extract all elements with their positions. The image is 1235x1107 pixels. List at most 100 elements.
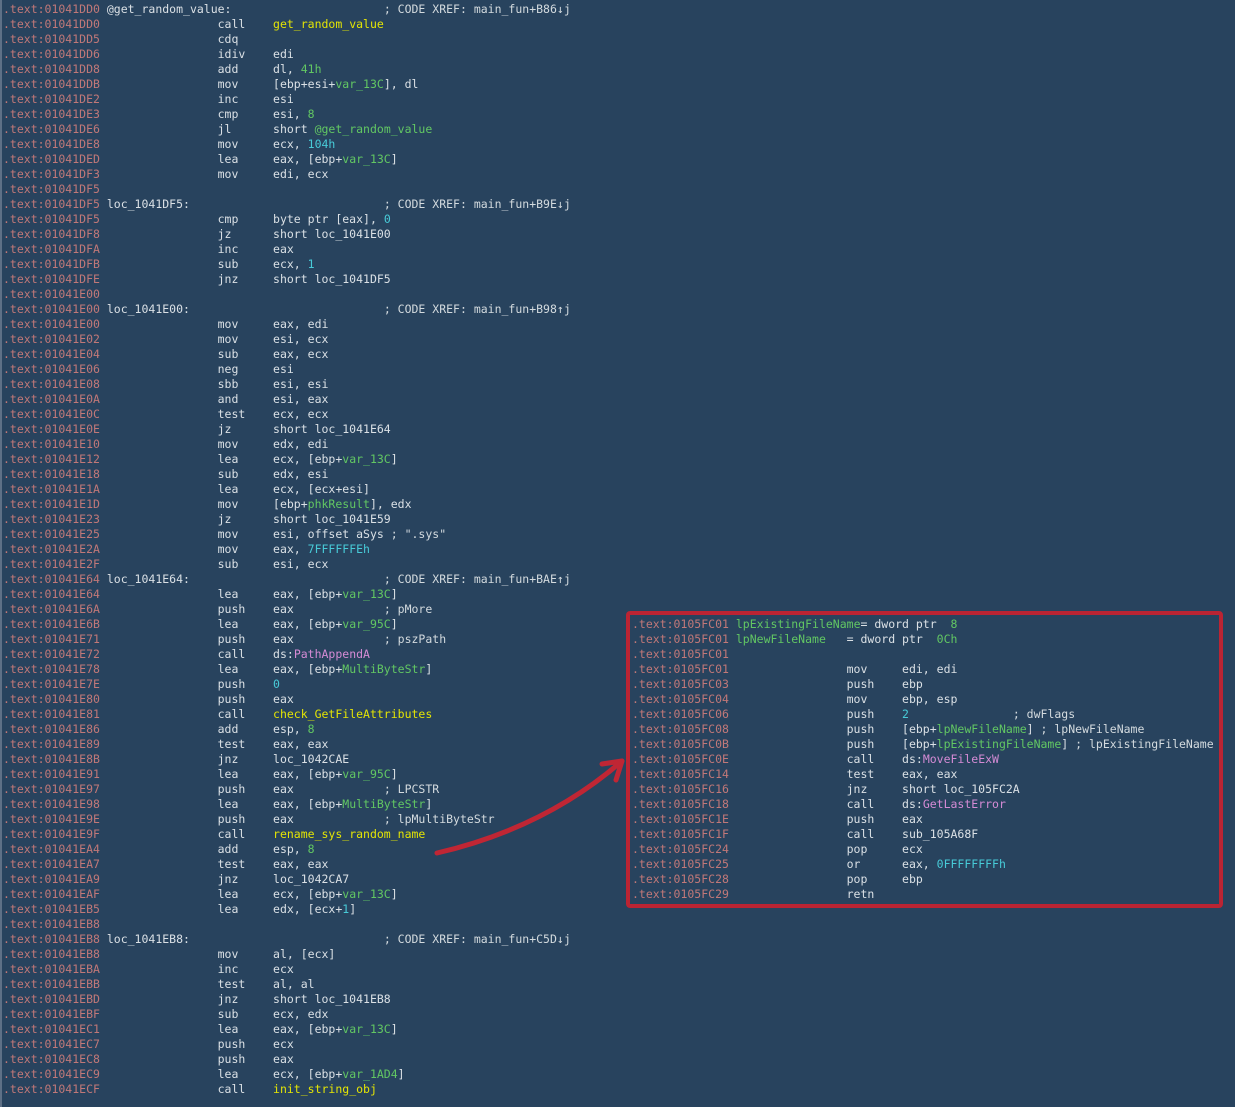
address-token[interactable]: .text:01041DD5 — [3, 32, 100, 46]
asm-line[interactable]: .text:01041EC8 push eax — [3, 1052, 571, 1067]
asm-line[interactable]: .text:01041E97 push eax ; LPCSTR — [3, 782, 571, 797]
address-token[interactable]: .text:01041E23 — [3, 512, 100, 526]
address-token[interactable]: .text:01041E04 — [3, 347, 100, 361]
asm-line[interactable]: .text:01041E98 lea eax, [ebp+MultiByteSt… — [3, 797, 571, 812]
number-token[interactable]: 1 — [307, 257, 315, 271]
local-name-token[interactable]: @get_random_value — [314, 122, 433, 136]
asm-line[interactable]: .text:0105FC1F call sub_105A68F — [632, 827, 1219, 842]
asm-line[interactable]: .text:01041E86 add esp, 8 — [3, 722, 571, 737]
address-token[interactable]: .text:01041E0A — [3, 392, 100, 406]
asm-line[interactable]: .text:0105FC01 mov edi, edi — [632, 662, 1219, 677]
number-token[interactable]: 104h — [307, 137, 336, 151]
local-name-token[interactable]: var_13C — [342, 452, 391, 466]
asm-line[interactable]: .text:01041E72 call ds:PathAppendA — [3, 647, 571, 662]
local-name-token[interactable]: var_13C — [342, 152, 391, 166]
asm-line[interactable]: .text:01041E89 test eax, eax — [3, 737, 571, 752]
asm-line[interactable]: .text:01041E7E push 0 — [3, 677, 571, 692]
number-token[interactable]: 2 — [902, 707, 909, 721]
address-token[interactable]: .text:0105FC0B — [632, 737, 729, 751]
address-token[interactable]: .text:01041DED — [3, 152, 100, 166]
asm-line[interactable]: .text:01041DFA inc eax — [3, 242, 571, 257]
address-token[interactable]: .text:0105FC0E — [632, 752, 729, 766]
number-token[interactable]: 7FFFFFFEh — [307, 542, 370, 556]
asm-line[interactable]: .text:01041DFE jnz short loc_1041DF5 — [3, 272, 571, 287]
address-token[interactable]: .text:01041E97 — [3, 782, 100, 796]
address-token[interactable]: .text:01041EAF — [3, 887, 100, 901]
address-token[interactable]: .text:01041E6A — [3, 602, 100, 616]
address-token[interactable]: .text:01041E00 — [3, 317, 100, 331]
address-token[interactable]: .text:01041E78 — [3, 662, 100, 676]
address-token[interactable]: .text:01041E1D — [3, 497, 100, 511]
address-token[interactable]: .text:01041E06 — [3, 362, 100, 376]
address-token[interactable]: .text:0105FC1F — [632, 827, 729, 841]
local-name-token[interactable]: phkResult — [307, 497, 370, 511]
local-name-token[interactable]: var_13C — [335, 77, 384, 91]
asm-line[interactable]: .text:01041E80 push eax — [3, 692, 571, 707]
asm-line[interactable]: .text:01041DF3 mov edi, ecx — [3, 167, 571, 182]
address-token[interactable]: .text:0105FC01 — [632, 647, 729, 661]
address-token[interactable]: .text:01041E00 — [3, 302, 100, 316]
address-token[interactable]: .text:01041DD6 — [3, 47, 100, 61]
address-token[interactable]: .text:01041ECF — [3, 1082, 100, 1096]
local-name-token[interactable]: lpNewFileName — [936, 722, 1027, 736]
address-token[interactable]: .text:01041E72 — [3, 647, 100, 661]
number-token[interactable]: 1 — [342, 902, 350, 916]
address-token[interactable]: .text:0105FC06 — [632, 707, 729, 721]
asm-line[interactable]: .text:01041EBB test al, al — [3, 977, 571, 992]
asm-line[interactable]: .text:01041DD0 @get_random_value: ; CODE… — [3, 2, 571, 17]
address-token[interactable]: .text:01041E12 — [3, 452, 100, 466]
address-token[interactable]: .text:01041E89 — [3, 737, 100, 751]
address-token[interactable]: .text:01041DF3 — [3, 167, 100, 181]
asm-line[interactable]: .text:01041EB8 — [3, 917, 571, 932]
address-token[interactable]: .text:0105FC14 — [632, 767, 729, 781]
address-token[interactable]: .text:01041DF5 — [3, 182, 100, 196]
address-token[interactable]: .text:01041DD8 — [3, 62, 100, 76]
function-name-token[interactable]: init_string_obj — [273, 1082, 377, 1096]
local-name-token[interactable]: MultiByteStr — [342, 797, 426, 811]
address-token[interactable]: .text:01041EC9 — [3, 1067, 100, 1081]
asm-line[interactable]: .text:01041E23 jz short loc_1041E59 — [3, 512, 571, 527]
asm-line[interactable]: .text:01041EB8 mov al, [ecx] — [3, 947, 571, 962]
address-token[interactable]: .text:0105FC01 — [632, 617, 729, 631]
asm-line[interactable]: .text:01041DE2 inc esi — [3, 92, 571, 107]
asm-line[interactable]: .text:01041EA4 add esp, 8 — [3, 842, 571, 857]
asm-line[interactable]: .text:01041EAF lea ecx, [ebp+var_13C] — [3, 887, 571, 902]
address-token[interactable]: .text:01041E98 — [3, 797, 100, 811]
asm-line[interactable]: .text:01041DE6 jl short @get_random_valu… — [3, 122, 571, 137]
asm-line[interactable]: .text:01041EC7 push ecx — [3, 1037, 571, 1052]
address-token[interactable]: .text:0105FC24 — [632, 842, 729, 856]
local-name-token[interactable]: MultiByteStr — [342, 662, 426, 676]
address-token[interactable]: .text:01041DE6 — [3, 122, 100, 136]
asm-line[interactable]: .text:01041E78 lea eax, [ebp+MultiByteSt… — [3, 662, 571, 677]
asm-line[interactable]: .text:01041E0E jz short loc_1041E64 — [3, 422, 571, 437]
asm-line[interactable]: .text:01041E12 lea ecx, [ebp+var_13C] — [3, 452, 571, 467]
address-token[interactable]: .text:01041E02 — [3, 332, 100, 346]
address-token[interactable]: .text:01041E08 — [3, 377, 100, 391]
address-token[interactable]: .text:0105FC18 — [632, 797, 729, 811]
address-token[interactable]: .text:01041EC8 — [3, 1052, 100, 1066]
address-token[interactable]: .text:01041E18 — [3, 467, 100, 481]
address-token[interactable]: .text:01041E64 — [3, 587, 100, 601]
local-name-token[interactable]: lpExistingFileName — [936, 737, 1062, 751]
address-token[interactable]: .text:01041DE3 — [3, 107, 100, 121]
import-name-token[interactable]: PathAppendA — [293, 647, 370, 661]
asm-line[interactable]: .text:01041EC1 lea eax, [ebp+var_13C] — [3, 1022, 571, 1037]
asm-line[interactable]: .text:01041DE3 cmp esi, 8 — [3, 107, 571, 122]
asm-line[interactable]: .text:01041E1D mov [ebp+phkResult], edx — [3, 497, 571, 512]
asm-line[interactable]: .text:01041E2F sub esi, ecx — [3, 557, 571, 572]
address-token[interactable]: .text:01041EA7 — [3, 857, 100, 871]
address-token[interactable]: .text:0105FC08 — [632, 722, 729, 736]
asm-line[interactable]: .text:01041DDB mov [ebp+esi+var_13C], dl — [3, 77, 571, 92]
asm-line[interactable]: .text:0105FC18 call ds:GetLastError — [632, 797, 1219, 812]
asm-line[interactable]: .text:01041DE8 mov ecx, 104h — [3, 137, 571, 152]
address-token[interactable]: .text:01041EBD — [3, 992, 100, 1006]
address-token[interactable]: .text:01041E0C — [3, 407, 100, 421]
local-name-token[interactable]: var_13C — [342, 887, 391, 901]
asm-line[interactable]: .text:01041E00 loc_1041E00: ; CODE XREF:… — [3, 302, 571, 317]
asm-line[interactable]: .text:01041E91 lea eax, [ebp+var_95C] — [3, 767, 571, 782]
address-token[interactable]: .text:01041DD0 — [3, 2, 100, 16]
function-name-token[interactable]: rename_sys_random_name — [273, 827, 426, 841]
asm-line[interactable]: .text:01041E00 mov eax, edi — [3, 317, 571, 332]
asm-line[interactable]: .text:01041DF8 jz short loc_1041E00 — [3, 227, 571, 242]
asm-line[interactable]: .text:01041E71 push eax ; pszPath — [3, 632, 571, 647]
